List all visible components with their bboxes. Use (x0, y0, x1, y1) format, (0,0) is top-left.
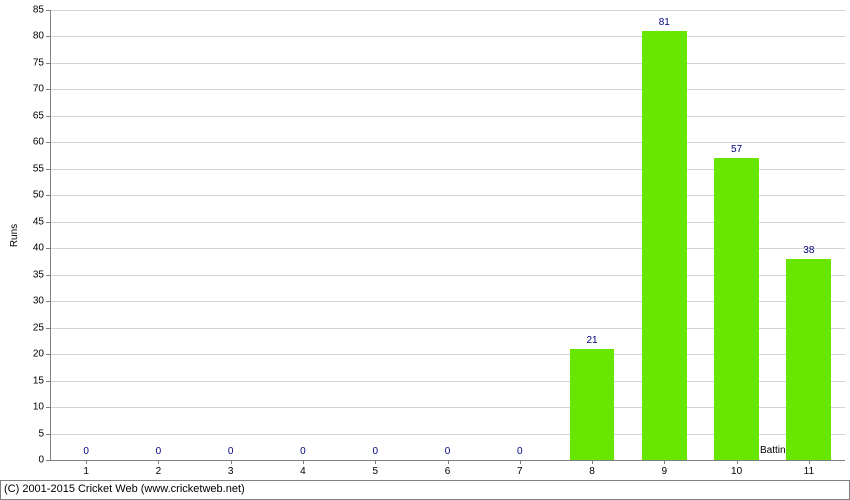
x-tick-mark (592, 460, 593, 464)
gridline (50, 36, 845, 37)
bar-value-label: 81 (659, 17, 670, 28)
bar-value-label: 38 (803, 245, 814, 256)
y-tick-label: 85 (20, 5, 44, 16)
y-tick-label: 70 (20, 84, 44, 95)
y-tick-label: 20 (20, 349, 44, 360)
gridline (50, 10, 845, 11)
x-tick-mark (809, 460, 810, 464)
y-tick-label: 10 (20, 402, 44, 413)
bar (714, 158, 759, 460)
x-tick-label: 2 (156, 466, 162, 477)
bar (786, 259, 831, 460)
x-tick-label: 6 (445, 466, 451, 477)
y-tick-label: 65 (20, 110, 44, 121)
y-tick-label: 45 (20, 216, 44, 227)
bar-value-label: 0 (372, 446, 378, 457)
y-tick-label: 75 (20, 57, 44, 68)
bar (570, 349, 615, 460)
x-tick-label: 5 (372, 466, 378, 477)
x-tick-mark (375, 460, 376, 464)
gridline (50, 89, 845, 90)
bar (642, 31, 687, 460)
y-tick-label: 60 (20, 137, 44, 148)
x-tick-mark (664, 460, 665, 464)
bar-value-label: 21 (586, 335, 597, 346)
gridline (50, 142, 845, 143)
y-tick-label: 25 (20, 322, 44, 333)
x-tick-label: 8 (589, 466, 595, 477)
y-axis-line (50, 10, 51, 460)
x-tick-mark (158, 460, 159, 464)
x-tick-label: 4 (300, 466, 306, 477)
bar-value-label: 0 (300, 446, 306, 457)
chart-plot-area (50, 10, 845, 460)
bar-value-label: 0 (156, 446, 162, 457)
gridline (50, 63, 845, 64)
y-tick-label: 15 (20, 375, 44, 386)
x-tick-mark (231, 460, 232, 464)
x-tick-label: 7 (517, 466, 523, 477)
x-tick-label: 11 (804, 466, 814, 477)
gridline (50, 116, 845, 117)
bar-value-label: 0 (445, 446, 451, 457)
x-tick-mark (303, 460, 304, 464)
y-tick-label: 35 (20, 269, 44, 280)
x-tick-mark (520, 460, 521, 464)
y-tick-label: 80 (20, 31, 44, 42)
bar-value-label: 0 (517, 446, 523, 457)
y-tick-label: 0 (20, 455, 44, 466)
y-tick-label: 50 (20, 190, 44, 201)
x-tick-mark (737, 460, 738, 464)
x-tick-label: 9 (662, 466, 668, 477)
bar-value-label: 0 (228, 446, 234, 457)
x-tick-label: 10 (731, 466, 742, 477)
bar-value-label: 57 (731, 144, 742, 155)
x-tick-label: 3 (228, 466, 234, 477)
y-tick-label: 40 (20, 243, 44, 254)
y-tick-label: 5 (20, 428, 44, 439)
bar-value-label: 0 (83, 446, 89, 457)
y-tick-label: 55 (20, 163, 44, 174)
y-axis-title: Runs (9, 224, 20, 247)
copyright-text: (C) 2001-2015 Cricket Web (www.cricketwe… (4, 483, 245, 495)
y-tick-label: 30 (20, 296, 44, 307)
x-tick-mark (448, 460, 449, 464)
x-tick-mark (86, 460, 87, 464)
x-tick-label: 1 (83, 466, 89, 477)
